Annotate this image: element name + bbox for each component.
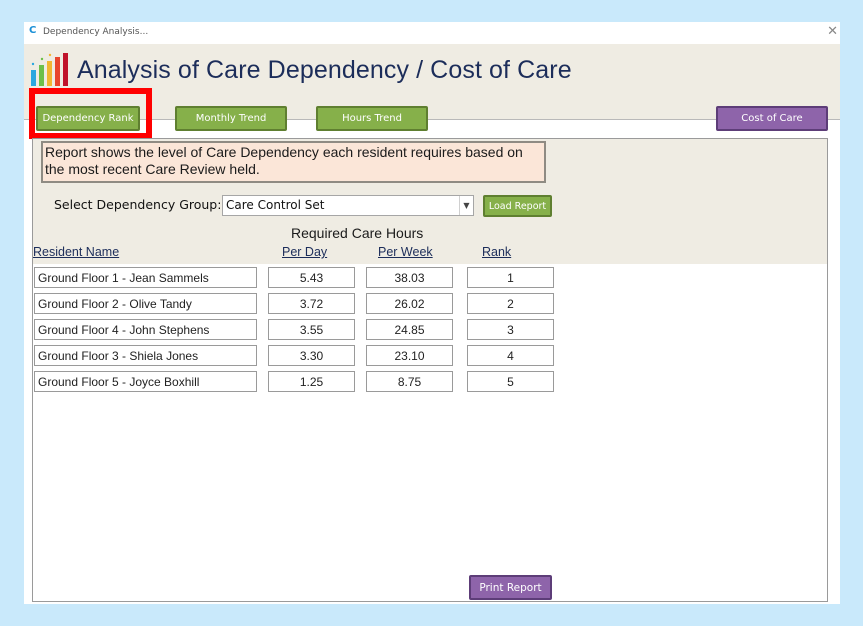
per-day-cell: 3.55 <box>268 319 355 340</box>
title-bar: C Dependency Analysis... ✕ <box>24 22 840 44</box>
per-week-cell: 26.02 <box>366 293 453 314</box>
selection-highlight <box>29 88 152 139</box>
per-week-cell: 38.03 <box>366 267 453 288</box>
app-window: C Dependency Analysis... ✕ Analysis of C… <box>24 22 840 604</box>
per-week-cell: 8.75 <box>366 371 453 392</box>
resident-name-cell: Ground Floor 2 - Olive Tandy <box>34 293 257 314</box>
per-week-cell: 23.10 <box>366 345 453 366</box>
page-title: Analysis of Care Dependency / Cost of Ca… <box>77 56 572 84</box>
window-title: Dependency Analysis... <box>43 27 149 37</box>
rank-cell: 5 <box>467 371 554 392</box>
monthly-trend-button[interactable]: Monthly Trend <box>175 106 287 131</box>
resident-name-cell: Ground Floor 1 - Jean Sammels <box>34 267 257 288</box>
app-logo-icon: C <box>29 25 37 36</box>
required-care-hours-header: Required Care Hours <box>291 225 424 241</box>
bar-chart-icon <box>31 53 68 86</box>
col-header-per-week: Per Week <box>378 245 433 259</box>
per-week-cell: 24.85 <box>366 319 453 340</box>
per-day-cell: 1.25 <box>268 371 355 392</box>
rank-cell: 4 <box>467 345 554 366</box>
col-header-resident-name: Resident Name <box>33 245 120 259</box>
per-day-cell: 5.43 <box>268 267 355 288</box>
dependency-group-label: Select Dependency Group: <box>54 197 222 212</box>
col-header-per-day: Per Day <box>282 245 328 259</box>
per-day-cell: 3.72 <box>268 293 355 314</box>
dependency-group-select[interactable]: Care Control Set ▼ <box>222 195 474 216</box>
rank-cell: 1 <box>467 267 554 288</box>
col-header-rank: Rank <box>482 245 512 259</box>
dependency-rank-button[interactable]: Dependency Rank <box>36 106 140 131</box>
rank-cell: 2 <box>467 293 554 314</box>
header: Analysis of Care Dependency / Cost of Ca… <box>24 44 840 120</box>
per-day-cell: 3.30 <box>268 345 355 366</box>
resident-name-cell: Ground Floor 3 - Shiela Jones <box>34 345 257 366</box>
report-panel: Report shows the level of Care Dependenc… <box>32 138 828 602</box>
rank-cell: 3 <box>467 319 554 340</box>
dependency-group-value: Care Control Set <box>226 198 325 212</box>
load-report-button[interactable]: Load Report <box>483 195 552 217</box>
cost-of-care-button[interactable]: Cost of Care <box>716 106 828 131</box>
resident-name-cell: Ground Floor 5 - Joyce Boxhill <box>34 371 257 392</box>
resident-name-cell: Ground Floor 4 - John Stephens <box>34 319 257 340</box>
chevron-down-icon[interactable]: ▼ <box>459 196 473 215</box>
print-report-button[interactable]: Print Report <box>469 575 552 600</box>
report-controls: Report shows the level of Care Dependenc… <box>33 139 827 264</box>
close-icon[interactable]: ✕ <box>827 24 838 39</box>
hours-trend-button[interactable]: Hours Trend <box>316 106 428 131</box>
report-description: Report shows the level of Care Dependenc… <box>41 141 546 183</box>
